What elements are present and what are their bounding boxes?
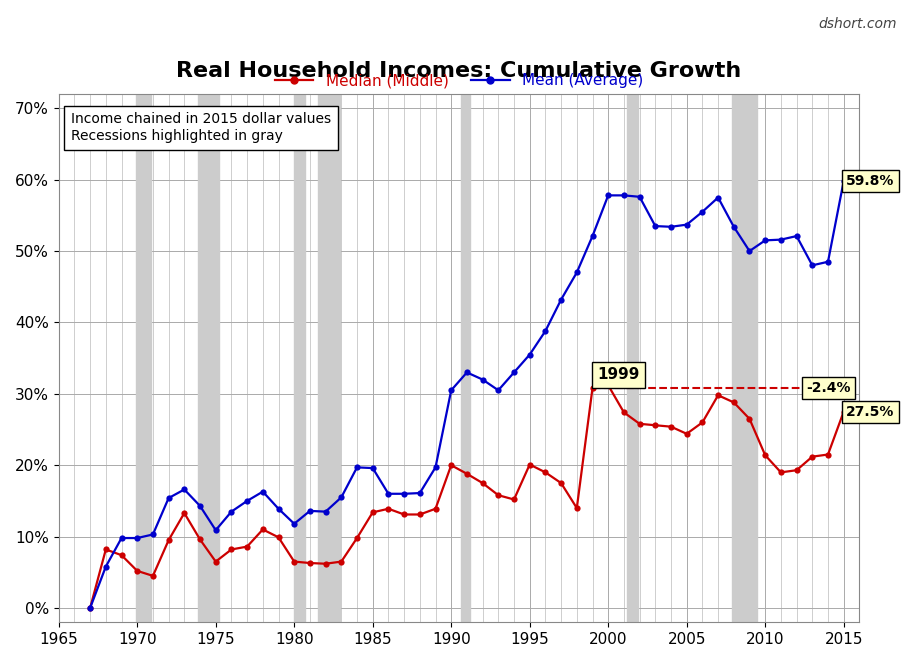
Text: dshort.com: dshort.com bbox=[819, 17, 897, 30]
Text: -2.4%: -2.4% bbox=[806, 381, 851, 395]
Bar bbox=[199, 94, 219, 622]
Bar bbox=[136, 94, 151, 622]
Title: Real Household Incomes: Cumulative Growth: Real Household Incomes: Cumulative Growt… bbox=[177, 62, 742, 81]
Text: 27.5%: 27.5% bbox=[846, 404, 895, 418]
Bar bbox=[318, 94, 340, 622]
Bar bbox=[294, 94, 305, 622]
Text: 1999: 1999 bbox=[598, 367, 640, 383]
Legend: Median (Middle), Mean (Average): Median (Middle), Mean (Average) bbox=[269, 68, 650, 95]
Bar bbox=[627, 94, 638, 622]
Bar bbox=[732, 94, 757, 622]
Text: Income chained in 2015 dollar values
Recessions highlighted in gray: Income chained in 2015 dollar values Rec… bbox=[71, 113, 331, 143]
Text: 59.8%: 59.8% bbox=[846, 174, 895, 188]
Bar bbox=[461, 94, 470, 622]
